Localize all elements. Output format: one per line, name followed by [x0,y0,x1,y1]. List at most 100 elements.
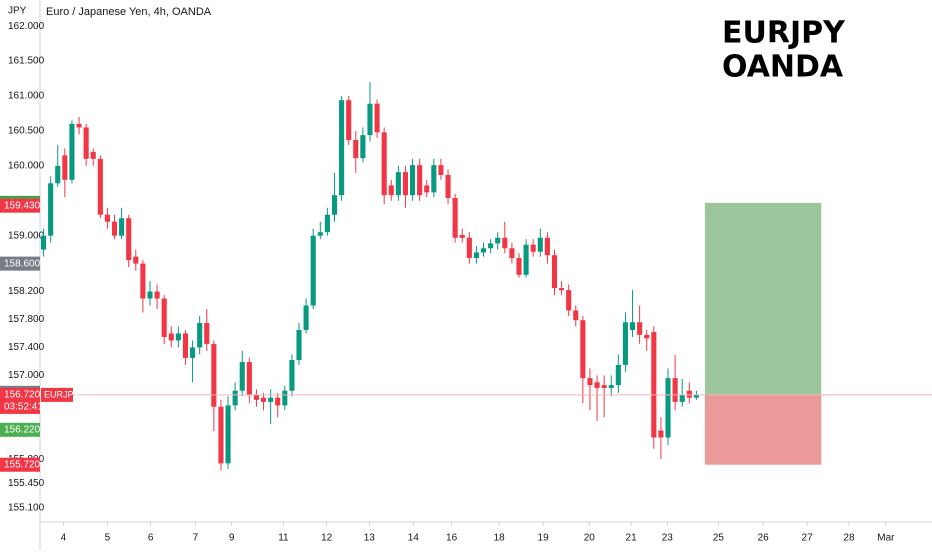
candle-body [239,362,245,391]
unit-bg [0,0,39,22]
price-badge-label: 156.720 [4,390,41,401]
candle-body [310,235,316,306]
candle-body [651,332,657,438]
candle-body [296,329,302,360]
candle-body [587,378,593,386]
y-tick-label: 159.000 [8,230,45,241]
price-badge [0,457,40,472]
candle-body [55,165,61,184]
candle-body [225,405,231,464]
price-badge [0,198,40,213]
price-badge-label: 159.430 [4,200,41,211]
candle-body [452,197,458,238]
candle-body [133,256,139,264]
x-tick-label: 9 [229,533,235,544]
candle-body [438,165,444,175]
candle-body [346,100,352,141]
candle-body [551,255,558,289]
price-badge [0,256,40,271]
x-tick-label: 4 [61,533,67,544]
candle-body [197,322,203,348]
candle-body [409,165,416,196]
x-tick-label: 19 [538,533,550,544]
symbol-tag [41,387,73,402]
candle-body [395,172,401,196]
x-tick-label: 26 [758,533,770,544]
candle-body [615,364,621,386]
candle-body [119,218,125,236]
x-tick-label: 16 [446,533,458,544]
x-tick-label: 18 [494,533,506,544]
candle-body [147,291,153,299]
candle-body [40,235,47,250]
candle-body [154,291,160,299]
candle-body [644,334,650,339]
candle-body [353,140,359,159]
candle-body [480,248,487,253]
overlay-symbol: EURJPY [722,16,846,51]
candle-body [530,244,536,252]
candle-body [473,252,479,259]
price-badge [0,422,40,437]
overlay-broker: OANDA [722,50,844,85]
candle-body [324,214,330,233]
candle-body [282,390,288,406]
candle-body [97,158,103,215]
candle-body [665,378,671,438]
candle-body [431,165,437,193]
candle-body [402,172,409,196]
loss-zone [704,394,822,465]
candle-body [182,333,189,358]
x-tick-label: 5 [105,533,111,544]
candle-body [502,237,508,249]
candle-body [76,123,82,128]
x-tick-label: 21 [626,533,638,544]
candle-body [559,288,565,291]
y-tick-label: 158.200 [8,286,45,297]
candle-body [331,195,338,215]
candle-body [424,185,430,193]
candle-body [672,378,678,402]
x-tick-label: 14 [408,533,420,544]
candle-body [218,406,224,464]
candle-body [580,320,586,379]
candle-body [360,135,366,159]
x-tick-label: 28 [843,533,855,544]
candle-body [374,103,380,133]
candle-body [601,385,607,388]
candle-body [629,322,636,330]
x-tick-label: 11 [278,533,289,544]
profit-zone [704,202,822,395]
y-tick-label: 160.500 [8,126,45,137]
candle-body [175,333,181,341]
y-tick-label: 155.450 [8,478,45,489]
candle-body [126,218,132,261]
x-tick-label: 7 [193,533,199,544]
candle-body [339,100,345,196]
y-tick-label: 157.400 [8,342,45,353]
price-badge-label: 158.600 [4,258,41,269]
y-tick-label: 161.500 [8,56,45,67]
y-tick-label: 162.000 [8,21,45,32]
candle-body [523,244,529,275]
candle-body [388,185,394,196]
y-tick-label: 160.000 [8,160,45,171]
x-tick-label: 20 [584,533,596,544]
y-tick-label: 155.100 [8,503,45,514]
candle-body [303,305,309,330]
candle-body [317,232,323,236]
candle-body [459,234,465,238]
candle-body [111,221,118,236]
price-badge [0,387,40,414]
candle-body [190,347,196,358]
candle-body [90,151,96,159]
candle-body [275,397,281,406]
candle-body [204,322,210,344]
candle-body [69,123,75,180]
candle-body [608,385,614,388]
candle-body [509,248,515,259]
candle-body [104,214,110,222]
x-tick-label: 13 [364,533,376,544]
axis-unit: JPY [8,6,27,17]
